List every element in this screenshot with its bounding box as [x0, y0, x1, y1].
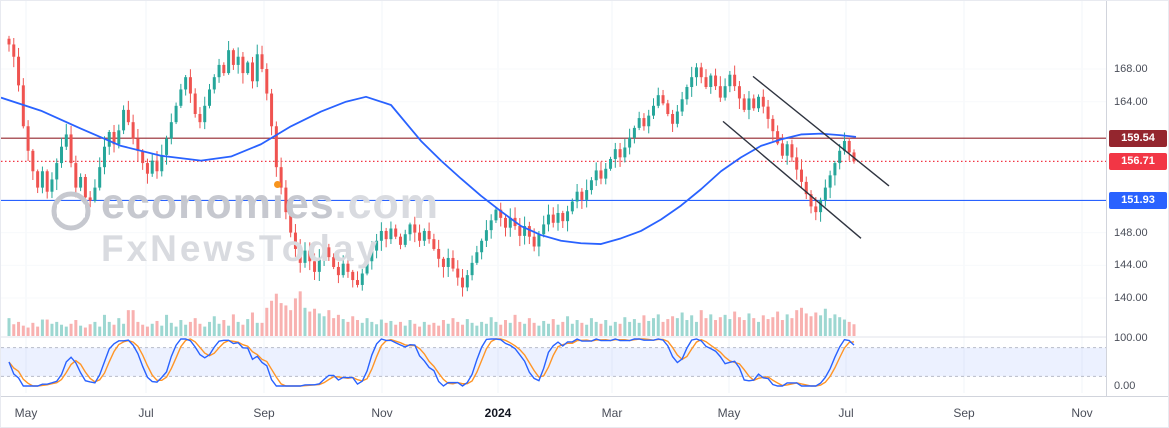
time-tick[interactable]: Nov — [371, 406, 393, 420]
price-tick: 144.00 — [1114, 259, 1148, 272]
trendlines-layer[interactable] — [722, 75, 890, 239]
time-axis[interactable]: May Jul Sep Nov 2024 Mar May Jul Sep Nov — [1, 396, 1168, 427]
price-tick: 164.00 — [1114, 95, 1148, 108]
chart-pane[interactable]: economıes.com FxNewsToday — [1, 1, 1106, 396]
stochastic-k-line — [8, 338, 855, 387]
grid-layer — [1, 1, 1106, 393]
time-tick[interactable]: Sep — [253, 406, 275, 420]
chart-canvas[interactable] — [1, 1, 1106, 396]
oscillator-tick: 0.00 — [1114, 380, 1136, 392]
volume-layer — [7, 291, 856, 336]
last-price-badge: 156.71 — [1109, 152, 1167, 170]
oscillator-pane — [1, 336, 1106, 387]
moving-average-line — [1, 95, 857, 245]
resistance-price-badge: 159.54 — [1109, 129, 1167, 147]
time-tick[interactable]: Nov — [1071, 406, 1093, 420]
time-tick[interactable]: Jul — [138, 406, 154, 420]
stochastic-d-line — [8, 338, 855, 387]
time-tick[interactable]: 2024 — [484, 406, 512, 420]
time-tick[interactable]: Sep — [953, 406, 975, 420]
price-axis[interactable]: 159.54 156.71 151.93 168.00 164.00 148.00 1… — [1106, 1, 1168, 396]
time-tick[interactable]: Jul — [838, 406, 854, 420]
price-tick: 148.00 — [1114, 226, 1148, 239]
candles-layer — [7, 35, 856, 297]
time-tick[interactable]: Mar — [601, 406, 623, 420]
price-levels-layer — [1, 137, 1106, 202]
support-price-badge: 151.93 — [1109, 191, 1167, 209]
oscillator-tick: 100.00 — [1114, 332, 1148, 344]
price-tick: 140.00 — [1114, 292, 1148, 305]
price-tick: 168.00 — [1114, 63, 1148, 75]
time-tick[interactable]: May — [14, 406, 38, 420]
time-tick[interactable]: May — [717, 406, 741, 420]
